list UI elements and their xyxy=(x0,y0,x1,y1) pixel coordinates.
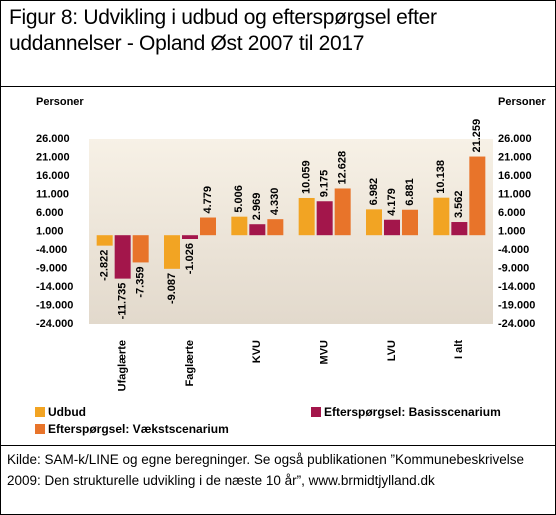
source-note: Kilde: SAM-k/LINE og egne beregninger. S… xyxy=(1,445,555,491)
y2-tick-label: 21.000 xyxy=(498,151,532,163)
bar xyxy=(96,235,113,246)
value-label: 21.259 xyxy=(471,119,483,153)
value-label: -2.822 xyxy=(99,250,111,281)
bar xyxy=(433,197,450,236)
y2-tick-label: -24.000 xyxy=(498,318,535,330)
value-label: -9.087 xyxy=(166,273,178,304)
y-tick-label: -9.000 xyxy=(36,262,67,274)
bar xyxy=(164,235,180,269)
y2-tick-label: -14.000 xyxy=(498,281,535,293)
y2-tick-label: -19.000 xyxy=(498,299,535,311)
y2-tick-label: 6.000 xyxy=(498,207,526,219)
bar xyxy=(200,217,216,236)
value-label: 6.982 xyxy=(368,178,380,206)
value-label: 4.179 xyxy=(386,188,398,216)
value-label: 4.779 xyxy=(202,186,214,214)
y-tick-label: 6.000 xyxy=(36,207,64,219)
bar xyxy=(366,209,382,236)
y-tick-label: -24.000 xyxy=(36,318,73,330)
legend-label: Efterspørgsel: Basisscenarium xyxy=(324,405,501,419)
legend-swatch xyxy=(35,424,45,434)
y-tick-label: 11.000 xyxy=(36,188,69,200)
plot-background xyxy=(89,139,493,324)
bar xyxy=(182,235,198,239)
bar xyxy=(249,224,266,236)
x-tick-label: LVU xyxy=(386,340,398,361)
x-tick-label: Ufaglærte xyxy=(117,340,129,391)
value-label: 9.175 xyxy=(319,170,331,198)
y-axis-label: Personer xyxy=(36,96,84,108)
value-label: 2.969 xyxy=(251,193,263,221)
value-label: 4.330 xyxy=(269,188,281,216)
bar xyxy=(114,235,131,279)
y2-tick-label: 1.000 xyxy=(498,225,526,237)
bar xyxy=(469,156,486,236)
y-tick-label: 16.000 xyxy=(36,170,70,182)
y2-axis-label: Personer xyxy=(498,96,546,108)
y-tick-label: -4.000 xyxy=(36,244,67,256)
bar xyxy=(316,201,333,236)
bar xyxy=(298,197,315,236)
x-tick-label: KVU xyxy=(251,340,263,363)
y2-tick-label: 11.000 xyxy=(498,188,531,200)
bar xyxy=(231,216,248,236)
legend-swatch xyxy=(311,407,321,417)
value-label: 3.562 xyxy=(453,190,465,218)
value-label: 5.006 xyxy=(233,185,245,213)
legend-label: Efterspørgsel: Vækstscenarium xyxy=(48,422,229,436)
x-tick-label: I alt xyxy=(453,340,465,359)
y-tick-label: 26.000 xyxy=(36,133,70,145)
bar xyxy=(132,235,149,263)
value-label: -1.026 xyxy=(184,243,196,274)
y-tick-label: 1.000 xyxy=(36,225,64,237)
bar xyxy=(334,188,351,236)
y-tick-label: -14.000 xyxy=(36,281,73,293)
figure-title: Figur 8: Udvikling i udbud og efterspørg… xyxy=(1,1,555,87)
bar xyxy=(384,219,400,236)
y-tick-label: -19.000 xyxy=(36,299,73,311)
bar xyxy=(402,209,418,236)
value-label: 6.881 xyxy=(404,178,416,206)
chart: Personer Personer 26.000 26.000 21.000 21.0… xyxy=(35,96,546,436)
x-tick-label: Faglærte xyxy=(184,340,196,386)
x-tick-label: MVU xyxy=(319,340,331,365)
y2-tick-label: -4.000 xyxy=(498,244,529,256)
y-tick-label: 21.000 xyxy=(36,151,70,163)
bar xyxy=(267,219,284,236)
y2-tick-label: -9.000 xyxy=(498,262,529,274)
value-label: -11.735 xyxy=(117,283,129,320)
bar xyxy=(451,222,468,236)
value-label: 10.059 xyxy=(301,160,313,194)
value-label: 10.138 xyxy=(435,160,447,194)
legend-label: Udbud xyxy=(48,405,86,419)
y2-tick-label: 16.000 xyxy=(498,170,532,182)
value-label: -7.359 xyxy=(135,266,147,297)
legend-swatch xyxy=(35,407,45,417)
y2-tick-label: 26.000 xyxy=(498,133,532,145)
value-label: 12.628 xyxy=(337,151,349,185)
